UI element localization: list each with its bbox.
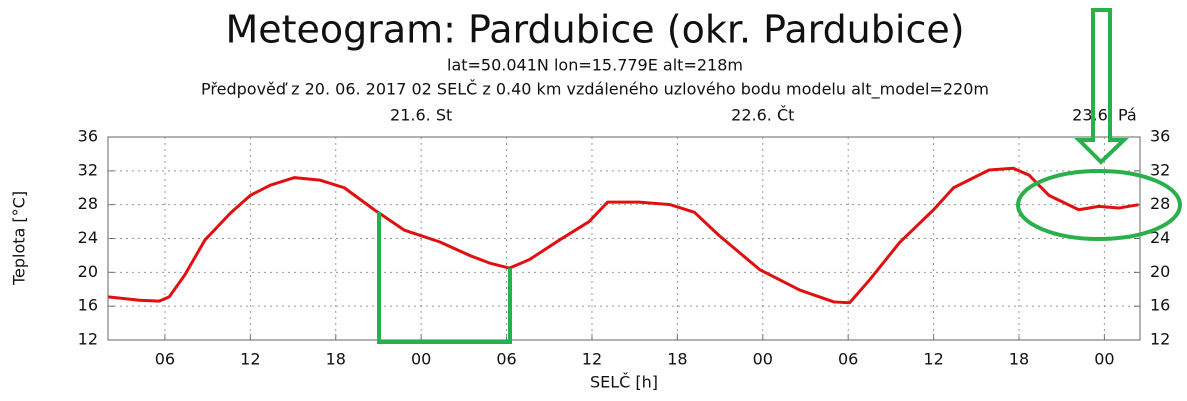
- plot-frame: [107, 136, 1141, 341]
- x-tick-label: 06: [838, 350, 858, 369]
- y-tick-label: 36: [78, 127, 98, 146]
- x-tick-label: 00: [753, 350, 773, 369]
- x-tick-label: 00: [1094, 350, 1114, 369]
- y-tick-label: 24: [78, 228, 98, 247]
- x-axis-label: SELČ [h]: [590, 373, 658, 392]
- annotation-bracket: [377, 212, 512, 344]
- chart-title: Meteogram: Pardubice (okr. Pardubice): [225, 8, 964, 52]
- day-label: 22.6. Čt: [731, 106, 794, 125]
- y2-tick-label: 36: [1150, 127, 1170, 146]
- y2-tick-label: 20: [1150, 262, 1170, 281]
- subtitle: lat=50.041N lon=15.779E alt=218m: [447, 56, 743, 75]
- y2-tick-label: 28: [1150, 194, 1170, 213]
- y-tick-label: 20: [78, 262, 98, 281]
- subtitle: Předpověď z 20. 06. 2017 02 SELČ z 0.40 …: [201, 80, 989, 100]
- x-tick-label: 18: [326, 350, 346, 369]
- day-label: 23.6. Pá: [1072, 106, 1137, 125]
- annotation-ellipse: [1016, 169, 1182, 241]
- x-tick-label: 06: [155, 350, 175, 369]
- annotation-arrow: [1074, 8, 1129, 165]
- day-label: 21.6. St: [390, 106, 452, 125]
- temperature-line: [107, 166, 1139, 305]
- x-tick-label: 06: [496, 350, 516, 369]
- y-tick-label: 32: [78, 160, 98, 179]
- y-tick-label: 28: [78, 194, 98, 213]
- y2-tick-label: 12: [1150, 330, 1170, 349]
- x-tick-label: 12: [240, 350, 260, 369]
- x-tick-label: 00: [411, 350, 431, 369]
- y2-tick-label: 24: [1150, 228, 1170, 247]
- x-tick-label: 18: [1009, 350, 1029, 369]
- x-tick-label: 12: [582, 350, 602, 369]
- y2-tick-label: 16: [1150, 296, 1170, 315]
- y-axis-label: Teplota [°C]: [10, 191, 29, 286]
- y2-tick-label: 32: [1150, 160, 1170, 179]
- x-tick-label: 18: [667, 350, 687, 369]
- y-tick-label: 12: [78, 330, 98, 349]
- x-tick-label: 12: [923, 350, 943, 369]
- y-tick-label: 16: [78, 296, 98, 315]
